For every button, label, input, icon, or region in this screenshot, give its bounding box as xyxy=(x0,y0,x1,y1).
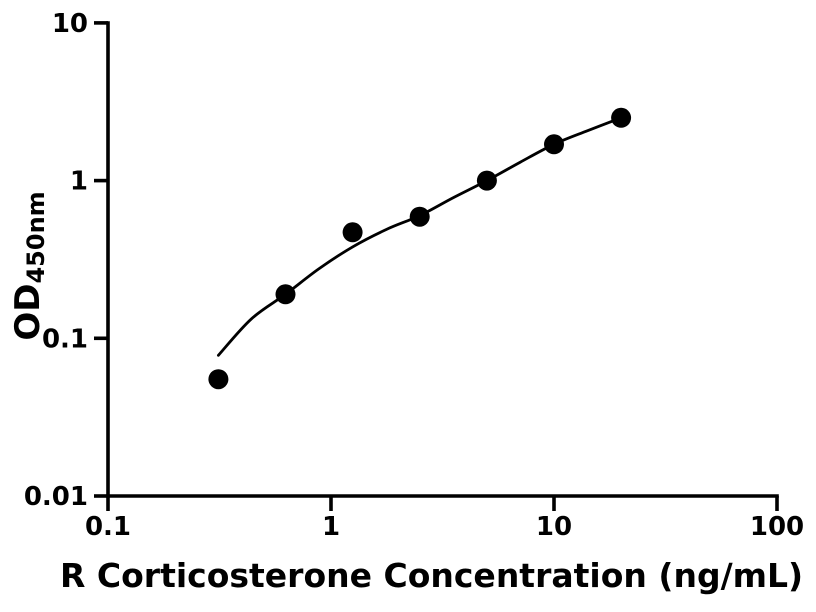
data-point xyxy=(476,170,497,191)
data-point xyxy=(409,206,430,227)
y-axis-title: OD450nm xyxy=(7,186,50,346)
axes-layer xyxy=(106,21,779,498)
data-point xyxy=(544,134,564,155)
fit-curve-layer xyxy=(217,116,623,357)
data-point xyxy=(208,369,229,390)
data-point-layer xyxy=(208,107,632,390)
x-tick-label: 0.1 xyxy=(85,512,131,542)
fit-curve xyxy=(217,116,623,357)
x-axis-title: R Corticosterone Concentration (ng/mL) xyxy=(60,556,804,595)
y-axis-title-main: OD xyxy=(8,283,48,341)
data-point xyxy=(342,222,363,243)
data-point xyxy=(611,107,632,128)
y-tick-label: 0.1 xyxy=(42,324,88,354)
data-point xyxy=(275,284,296,305)
y-tick-label: 1 xyxy=(70,167,88,197)
y-tick-label: 0.01 xyxy=(24,482,88,512)
y-axis-title-subscript: 450nm xyxy=(22,191,50,284)
y-tick-label: 10 xyxy=(52,9,88,39)
x-tick-label: 10 xyxy=(536,512,572,542)
x-tick-label: 1 xyxy=(322,512,340,542)
tick-layer xyxy=(94,21,779,511)
x-tick-label: 100 xyxy=(750,512,804,542)
